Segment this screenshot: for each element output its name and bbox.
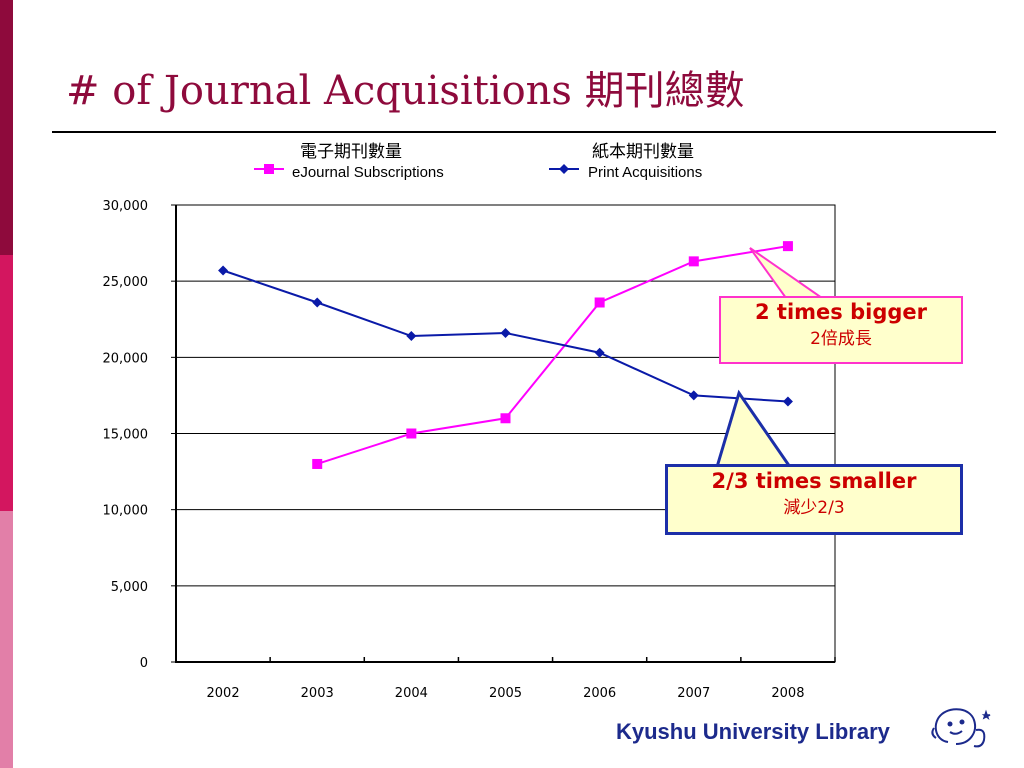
legend-label-zh: 電子期刊數量 [300,142,402,162]
legend-item-print: 紙本期刊數量 Print Acquisitions [549,142,702,181]
callout-growth-sub: 2倍成長 [810,329,872,349]
legend-item-ejournal: 電子期刊數量 eJournal Subscriptions [254,142,444,181]
x-tick-label: 2005 [489,686,522,701]
side-bar-light [0,511,13,768]
series-print [218,265,793,407]
legend-label: Print Acquisitions [588,164,702,181]
y-tick-label: 20,000 [103,351,149,366]
data-point [312,297,323,308]
y-tick-label: 10,000 [103,504,149,519]
library-mascot-logo [931,708,991,748]
callout-decline-main: 2/3 times smaller [711,469,917,493]
legend-marker [559,164,569,174]
x-tick-label: 2008 [771,686,804,701]
data-point [406,331,417,342]
side-bar-dark [0,0,13,255]
series-line [316,245,789,465]
y-tick-label: 25,000 [103,275,149,290]
data-point [782,241,793,252]
x-tick-label: 2004 [395,686,428,701]
data-point [688,390,699,401]
callout-growth-main: 2 times bigger [755,300,927,324]
data-point [782,396,793,407]
data-point [688,256,699,267]
x-tick-label: 2002 [207,686,240,701]
data-point [406,428,417,439]
slide-title: # of Journal Acquisitions 期刊總數 [66,68,745,114]
data-point [594,347,605,358]
side-bar-mid [0,255,13,511]
callout-decline-sub: 減少2/3 [783,498,845,518]
x-tick-label: 2006 [583,686,616,701]
y-tick-label: 5,000 [111,580,148,595]
data-point [500,327,511,338]
title-divider [52,131,996,133]
legend-label-zh: 紙本期刊數量 [592,142,694,162]
legend-label: eJournal Subscriptions [292,164,444,181]
legend-marker [264,164,274,174]
x-tick-label: 2007 [677,686,710,701]
data-point [312,458,323,469]
series-ejournal [312,241,793,469]
brand-name: Kyushu University Library [616,719,890,744]
data-point [594,297,605,308]
y-tick-label: 30,000 [103,199,149,214]
x-tick-label: 2003 [301,686,334,701]
y-tick-label: 15,000 [103,428,149,443]
callout-growth-pointer [749,247,826,299]
callout-decline: 2/3 times smaller 減少2/3 [665,464,963,535]
y-tick-label: 0 [140,656,148,671]
callout-decline-pointer [714,389,793,469]
data-point [218,265,229,276]
callout-growth: 2 times bigger 2倍成長 [719,296,963,364]
data-point [500,413,511,424]
